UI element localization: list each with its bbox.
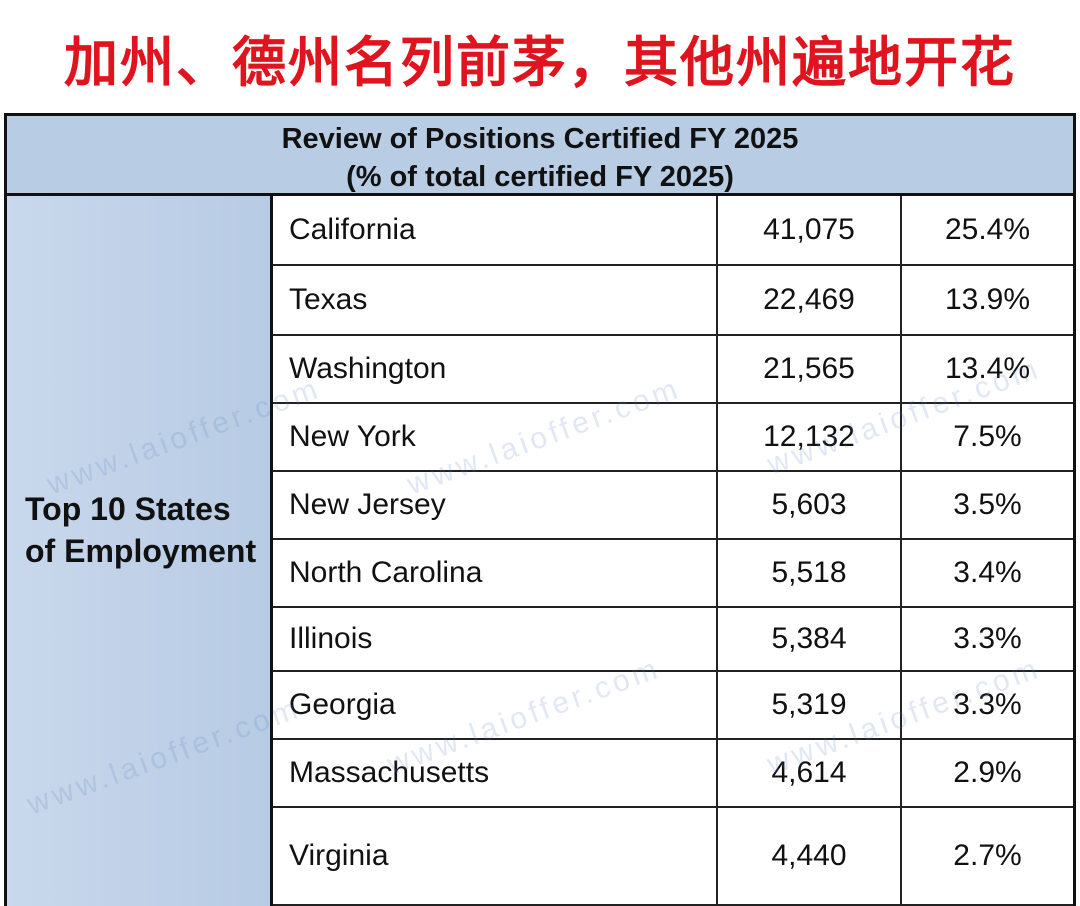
state-name: New Jersey [273, 472, 718, 540]
state-name: Washington [273, 336, 718, 404]
table: Review of Positions Certified FY 2025 (%… [4, 113, 1076, 906]
table-subtitle: (% of total certified FY 2025) [346, 161, 734, 193]
certified-count: 5,384 [718, 608, 902, 672]
state-name: Texas [273, 266, 718, 336]
certified-share: 2.9% [902, 740, 1073, 808]
table-title: Review of Positions Certified FY 2025 [281, 123, 799, 155]
table-header: Review of Positions Certified FY 2025 (%… [7, 116, 1073, 196]
row-group-label: Top 10 States of Employment [25, 491, 257, 569]
row-group: Top 10 States of Employment [7, 196, 273, 906]
certified-share: 3.5% [902, 472, 1073, 540]
state-name: Illinois [273, 608, 718, 672]
state-name: Massachusetts [273, 740, 718, 808]
certified-count: 5,603 [718, 472, 902, 540]
certified-share: 13.9% [902, 266, 1073, 336]
certified-share: 25.4% [902, 196, 1073, 266]
certified-count: 4,614 [718, 740, 902, 808]
certified-share: 13.4% [902, 336, 1073, 404]
certified-count: 12,132 [718, 404, 902, 472]
certified-count: 41,075 [718, 196, 902, 266]
certified-count: 5,518 [718, 540, 902, 608]
state-name: Georgia [273, 672, 718, 740]
state-name: California [273, 196, 718, 266]
certified-count: 4,440 [718, 808, 902, 906]
page-title: 加州、德州名列前茅，其他州遍地开花 [64, 31, 1016, 94]
certified-count: 22,469 [718, 266, 902, 336]
certified-share: 3.4% [902, 540, 1073, 608]
state-name: Virginia [273, 808, 718, 906]
state-name: North Carolina [273, 540, 718, 608]
certified-count: 21,565 [718, 336, 902, 404]
certified-share: 7.5% [902, 404, 1073, 472]
state-name: New York [273, 404, 718, 472]
certified-share: 3.3% [902, 608, 1073, 672]
certified-share: 3.3% [902, 672, 1073, 740]
certified-share: 2.7% [902, 808, 1073, 906]
certified-count: 5,319 [718, 672, 902, 740]
